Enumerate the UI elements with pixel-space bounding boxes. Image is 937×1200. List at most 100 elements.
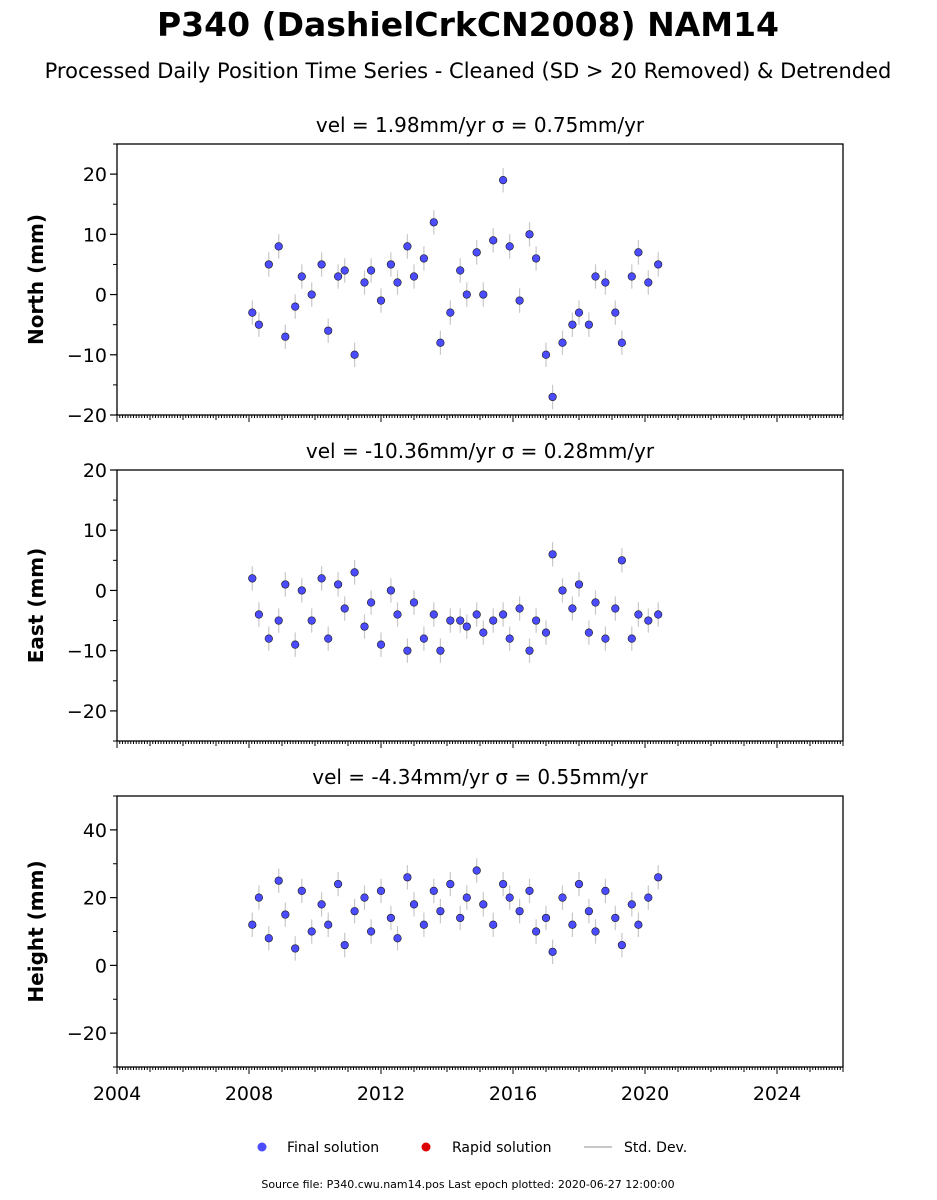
data-point — [574, 580, 584, 589]
data-point — [281, 910, 290, 919]
panel-title-north: vel = 1.98mm/yr σ = 0.75mm/yr — [316, 113, 645, 137]
data-point — [340, 940, 349, 950]
data-point — [376, 886, 386, 895]
data-point — [350, 350, 359, 359]
data-point — [291, 944, 300, 953]
y-tick-label: 0 — [95, 955, 107, 977]
data-point — [515, 907, 524, 916]
legend-rapid-label: Rapid solution — [452, 1140, 552, 1156]
data-point — [591, 598, 600, 607]
data-point — [472, 866, 481, 875]
data-point — [601, 886, 610, 895]
data-point — [297, 886, 306, 895]
y-axis-label-height: Height (mm) — [24, 860, 48, 1002]
data-point — [654, 260, 663, 269]
y-tick-label: 20 — [83, 164, 107, 186]
stddev-bars-north — [251, 167, 659, 410]
data-point — [360, 893, 369, 902]
legend-stddev-label: Std. Dev. — [624, 1140, 687, 1156]
data-point — [360, 622, 369, 631]
data-point — [334, 272, 343, 281]
data-point — [386, 260, 396, 269]
data-point — [472, 610, 481, 619]
data-point — [248, 920, 257, 929]
data-point — [568, 320, 577, 329]
data-point — [324, 634, 333, 643]
data-point — [334, 580, 343, 589]
data-point — [419, 920, 429, 929]
data-point — [291, 302, 300, 311]
data-point — [601, 634, 610, 643]
data-point — [505, 242, 514, 251]
data-point — [654, 610, 663, 619]
data-point — [456, 616, 465, 625]
data-point — [297, 586, 306, 595]
data-point — [644, 278, 653, 287]
data-point — [393, 610, 402, 619]
data-point — [254, 893, 263, 902]
data-point — [617, 338, 627, 347]
data-point — [531, 616, 541, 625]
data-point — [548, 550, 557, 559]
data-point — [591, 927, 600, 936]
data-point — [558, 586, 567, 595]
plot-frame-north — [116, 143, 844, 416]
data-point — [436, 338, 445, 347]
y-tick-label: 10 — [83, 224, 107, 246]
data-point — [350, 907, 359, 916]
data-point — [462, 290, 471, 299]
legend: Final solution Rapid solution Std. Dev. — [257, 1140, 687, 1156]
data-point — [409, 598, 419, 607]
data-point — [274, 242, 283, 251]
data-point — [456, 266, 465, 275]
data-point — [479, 628, 488, 637]
data-point — [499, 879, 508, 889]
source-footnote: Source file: P340.cwu.nam14.pos Last epo… — [261, 1178, 674, 1191]
data-point — [627, 272, 636, 281]
y-tick-label: 10 — [83, 520, 107, 542]
data-point — [574, 879, 584, 889]
data-point — [409, 900, 419, 909]
data-point — [591, 272, 600, 281]
data-point — [446, 879, 455, 889]
data-point — [317, 574, 326, 583]
data-point — [324, 920, 333, 929]
data-point — [376, 640, 386, 649]
legend-final-marker — [257, 1142, 267, 1152]
y-axis-label-north: North (mm) — [24, 214, 48, 345]
panel-east: vel = -10.36mm/yr σ = 0.28mm/yr East (mm)… — [24, 439, 844, 748]
data-point — [499, 176, 508, 185]
data-point — [367, 266, 376, 275]
data-point — [281, 580, 290, 589]
stddev-bars-height — [251, 858, 659, 965]
data-point — [525, 230, 534, 239]
figure-subtitle: Processed Daily Position Time Series - C… — [45, 59, 892, 83]
data-points-east — [248, 550, 663, 655]
data-point — [499, 610, 508, 619]
data-point — [479, 290, 488, 299]
data-point — [367, 927, 376, 936]
data-point — [531, 254, 541, 263]
data-point — [505, 893, 514, 902]
y-tick-label: 0 — [95, 285, 107, 307]
data-point — [317, 900, 326, 909]
panel-title-height: vel = -4.34mm/yr σ = 0.55mm/yr — [312, 765, 648, 789]
panel-title-east: vel = -10.36mm/yr σ = 0.28mm/yr — [306, 439, 655, 463]
data-point — [654, 873, 663, 882]
data-points-north — [248, 176, 663, 402]
y-axis-label-east: East (mm) — [24, 548, 48, 664]
data-point — [568, 920, 577, 929]
data-point — [409, 272, 419, 281]
data-point — [264, 260, 273, 269]
data-point — [281, 332, 290, 341]
data-point — [274, 616, 283, 625]
data-point — [248, 574, 257, 583]
data-point — [393, 278, 402, 287]
data-point — [419, 634, 429, 643]
data-point — [386, 913, 396, 923]
legend-rapid-marker — [421, 1142, 431, 1152]
data-point — [531, 927, 541, 936]
data-point — [611, 308, 620, 317]
y-tick-label: −10 — [67, 345, 107, 367]
